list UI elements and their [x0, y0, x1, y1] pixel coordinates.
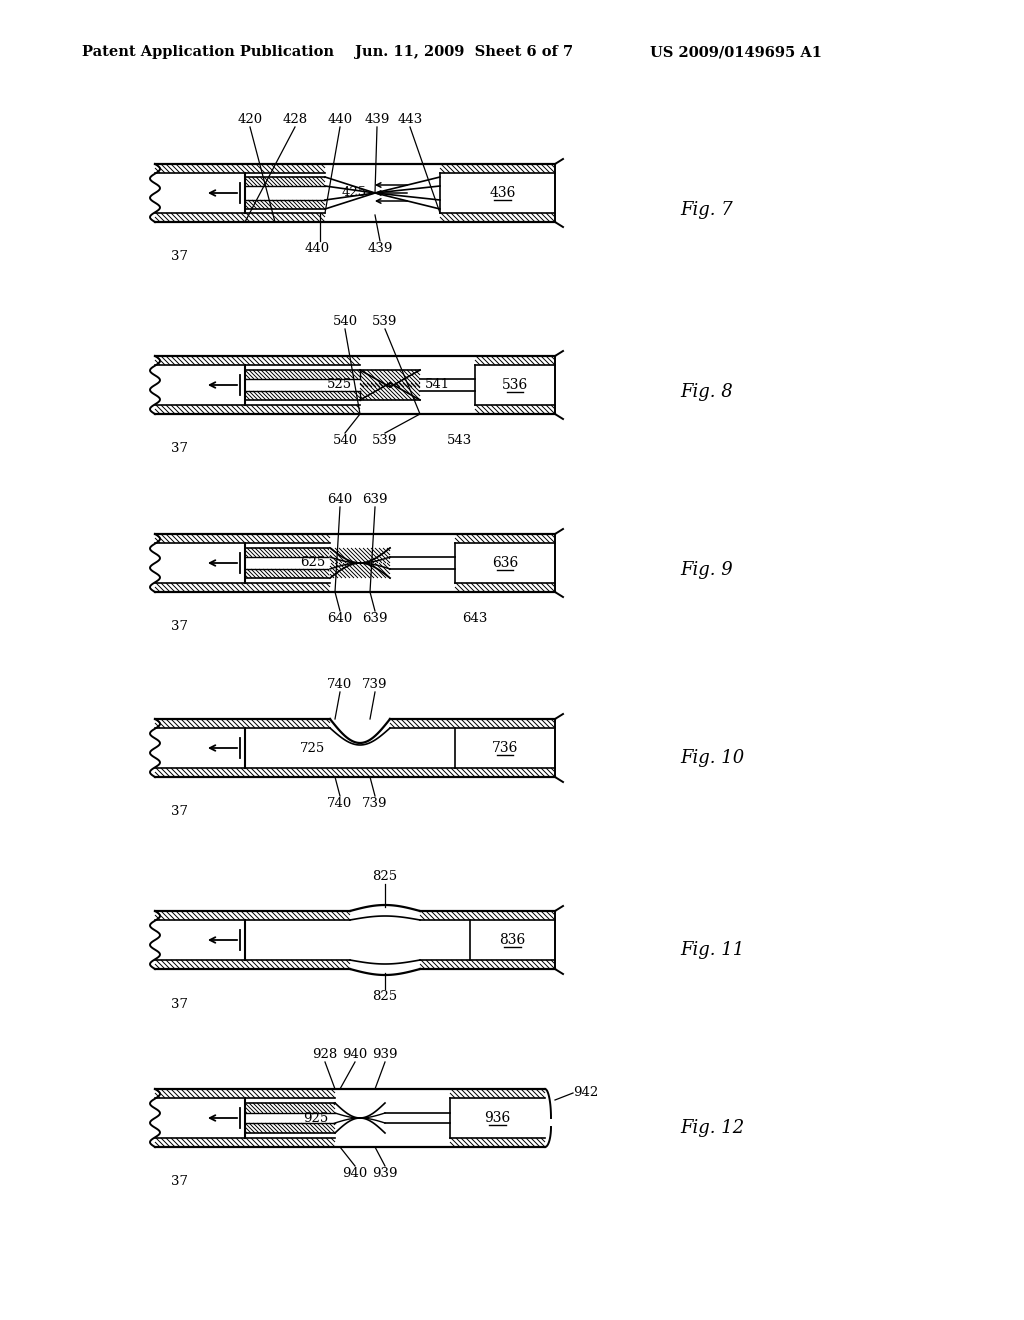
Text: 420: 420 — [238, 114, 262, 125]
Text: 825: 825 — [373, 870, 397, 883]
Text: 443: 443 — [397, 114, 423, 125]
Text: 640: 640 — [328, 612, 352, 624]
Text: 543: 543 — [447, 434, 473, 447]
Text: 643: 643 — [462, 612, 487, 624]
Text: 740: 740 — [328, 797, 352, 810]
Text: 541: 541 — [425, 379, 451, 392]
Text: 725: 725 — [300, 742, 325, 755]
Text: Fig. 11: Fig. 11 — [680, 941, 744, 960]
Text: Fig. 12: Fig. 12 — [680, 1119, 744, 1137]
Text: Jun. 11, 2009  Sheet 6 of 7: Jun. 11, 2009 Sheet 6 of 7 — [355, 45, 573, 59]
Text: 37: 37 — [171, 998, 188, 1011]
Text: 939: 939 — [373, 1048, 397, 1061]
Text: 625: 625 — [300, 557, 325, 569]
Text: 940: 940 — [342, 1167, 368, 1180]
Polygon shape — [330, 548, 390, 564]
Text: 540: 540 — [333, 434, 357, 447]
Text: 439: 439 — [365, 114, 390, 125]
Text: Patent Application Publication: Patent Application Publication — [82, 45, 334, 59]
Text: 928: 928 — [312, 1048, 338, 1061]
Text: Fig. 10: Fig. 10 — [680, 748, 744, 767]
Text: 739: 739 — [362, 678, 388, 690]
Text: US 2009/0149695 A1: US 2009/0149695 A1 — [650, 45, 822, 59]
Text: 539: 539 — [373, 315, 397, 327]
Text: 925: 925 — [303, 1111, 328, 1125]
Text: 936: 936 — [484, 1111, 511, 1125]
Text: 440: 440 — [328, 114, 352, 125]
Text: 639: 639 — [362, 492, 388, 506]
Text: 639: 639 — [362, 612, 388, 624]
Text: 939: 939 — [373, 1167, 397, 1180]
Text: Fig. 8: Fig. 8 — [680, 383, 733, 401]
Text: 636: 636 — [492, 556, 518, 570]
Text: 37: 37 — [171, 442, 188, 455]
Text: 836: 836 — [500, 933, 525, 946]
Text: 428: 428 — [283, 114, 307, 125]
Text: 539: 539 — [373, 434, 397, 447]
Text: 525: 525 — [327, 379, 352, 392]
Text: 37: 37 — [171, 249, 188, 263]
Text: Fig. 9: Fig. 9 — [680, 561, 733, 579]
Text: 37: 37 — [171, 805, 188, 818]
Text: 740: 740 — [328, 678, 352, 690]
Text: 640: 640 — [328, 492, 352, 506]
Polygon shape — [330, 564, 390, 578]
Text: 440: 440 — [304, 242, 330, 255]
Text: 37: 37 — [171, 1175, 188, 1188]
Text: 540: 540 — [333, 315, 357, 327]
Text: 37: 37 — [171, 620, 188, 634]
Text: 439: 439 — [368, 242, 392, 255]
Text: 536: 536 — [502, 378, 528, 392]
Text: 736: 736 — [492, 741, 518, 755]
Text: 942: 942 — [573, 1086, 598, 1100]
Text: 436: 436 — [489, 186, 516, 201]
Text: Fig. 7: Fig. 7 — [680, 201, 733, 219]
Text: 739: 739 — [362, 797, 388, 810]
Text: 940: 940 — [342, 1048, 368, 1061]
Text: 825: 825 — [373, 990, 397, 1003]
Text: 425: 425 — [342, 186, 367, 199]
